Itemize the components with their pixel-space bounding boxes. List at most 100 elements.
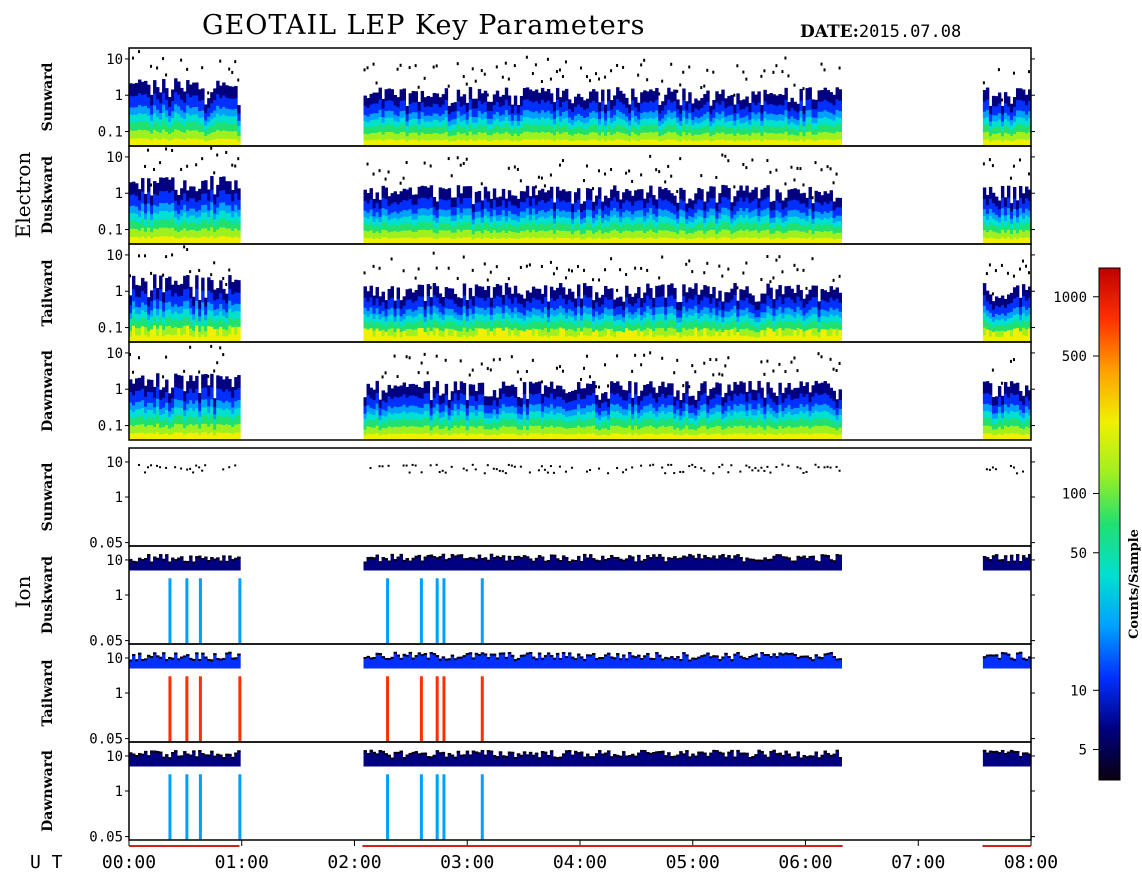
- spectrogram-cell: [985, 219, 990, 226]
- spectrogram-cell: [1003, 315, 1008, 321]
- spectrogram-cell: [432, 319, 437, 328]
- spectrogram-cell: [589, 132, 593, 140]
- spectrogram-cell: [595, 292, 599, 303]
- spectrogram-cell: [198, 308, 202, 317]
- spectrogram-cell: [736, 337, 740, 343]
- spectrogram-cell: [435, 297, 440, 308]
- spectrogram-cell: [646, 231, 650, 239]
- spectrogram-cell: [570, 119, 575, 125]
- spectrogram-cell: [507, 190, 512, 202]
- spectrogram-cell: [643, 207, 647, 217]
- spectrogram-cell: [673, 225, 677, 233]
- spectrogram-cell: [790, 230, 794, 238]
- spectrogram-cell: [736, 316, 740, 322]
- spectrogram-speck: [769, 170, 772, 174]
- spectrogram-speck: [213, 369, 216, 373]
- spectrogram-cell: [414, 112, 419, 119]
- spectrogram-cell: [150, 335, 154, 343]
- spectrogram-cell: [985, 138, 990, 147]
- spectrogram-speck: [504, 61, 507, 65]
- spectrogram-cell: [207, 216, 211, 224]
- spectrogram-cell: [501, 304, 506, 314]
- spectrogram-cell: [814, 296, 818, 308]
- spectrogram-cell: [664, 297, 668, 307]
- spectrogram-cell: [429, 236, 434, 245]
- spectrogram-cell: [450, 335, 455, 343]
- spectrogram-cell: [814, 117, 818, 124]
- spectrogram-cell: [712, 222, 716, 230]
- spectrogram-cell: [222, 309, 226, 316]
- spectrogram-cell: [733, 283, 737, 296]
- spectrogram-cell: [549, 320, 554, 329]
- spectrogram-cell: [607, 207, 611, 216]
- spectrogram-cell: [198, 199, 202, 211]
- spectrogram-speck: [162, 273, 165, 277]
- spectrogram-cell: [724, 197, 728, 208]
- spectrogram-cell: [525, 109, 530, 117]
- spectrogram-cell: [994, 336, 999, 343]
- spectrogram-speck: [459, 163, 462, 167]
- spectrogram-cell: [688, 92, 692, 104]
- spectrogram-cell: [682, 223, 686, 231]
- spectrogram-cell: [558, 190, 563, 202]
- spectrogram-cell: [1012, 121, 1017, 128]
- spectrogram-cell: [207, 98, 211, 109]
- spectrogram-cell: [625, 230, 629, 238]
- spectrogram-cell: [447, 230, 452, 238]
- spectrogram-cell: [808, 322, 812, 330]
- spectrogram-cell: [838, 226, 842, 233]
- spectrogram-cell: [552, 135, 557, 142]
- spectrogram-cell: [180, 319, 184, 328]
- spectrogram-cell: [417, 215, 422, 223]
- spectrogram-cell: [652, 204, 656, 214]
- spectrogram-cell: [739, 185, 743, 198]
- spectrogram-cell: [661, 140, 665, 147]
- spectrogram-cell: [573, 331, 578, 338]
- spectrogram-cell: [988, 130, 993, 137]
- spectrogram-speck: [399, 181, 402, 185]
- spectrogram-cell: [516, 238, 521, 245]
- spectrogram-cell: [201, 415, 205, 424]
- spectrogram-cell: [486, 118, 491, 125]
- spectrogram-cell: [730, 210, 734, 219]
- spectrogram-cell: [141, 191, 145, 204]
- spectrogram-cell: [480, 307, 485, 315]
- spectrogram-cell: [667, 190, 671, 202]
- spectrogram-cell: [748, 119, 752, 125]
- spectrogram-cell: [610, 128, 614, 135]
- spectrogram-cell: [823, 309, 827, 317]
- spectrogram-cell: [186, 201, 190, 212]
- spectrogram-cell: [459, 237, 464, 245]
- spectrogram-cell: [153, 236, 157, 245]
- spectrogram-cell: [766, 104, 770, 115]
- spectrogram-cell: [222, 235, 226, 245]
- spectrogram-cell: [495, 295, 500, 307]
- spectrogram-cell: [628, 237, 632, 245]
- spectrogram-cell: [537, 112, 542, 120]
- spectrogram-cell: [387, 328, 391, 336]
- spectrogram-cell: [703, 222, 707, 229]
- spectrogram-cell: [832, 233, 836, 240]
- spectrogram-cell: [183, 219, 187, 229]
- spectrogram-cell: [595, 323, 599, 330]
- spectrogram-cell: [165, 110, 169, 118]
- spectrogram-cell: [438, 311, 443, 319]
- spectrogram-cell: [132, 289, 136, 302]
- spectrogram-cell: [805, 123, 809, 132]
- spectrogram-cell: [468, 237, 473, 245]
- spectrogram-cell: [781, 336, 785, 343]
- spectrogram-cell: [679, 135, 683, 142]
- spectrogram-cell: [1018, 214, 1023, 223]
- spectrogram-cell: [366, 231, 370, 239]
- spectrogram-cell: [561, 237, 566, 245]
- spectrogram-cell: [165, 379, 169, 392]
- spectrogram-cell: [589, 237, 593, 245]
- spectrogram-cell: [516, 141, 521, 147]
- spectrogram-cell: [712, 286, 716, 299]
- spectrogram-cell: [138, 189, 142, 201]
- spectrogram-cell: [778, 296, 782, 307]
- spectrogram-cell: [132, 122, 136, 131]
- spectrogram-cell: [396, 238, 400, 245]
- spectrogram-cell: [796, 320, 800, 329]
- spectrogram-cell: [141, 277, 145, 291]
